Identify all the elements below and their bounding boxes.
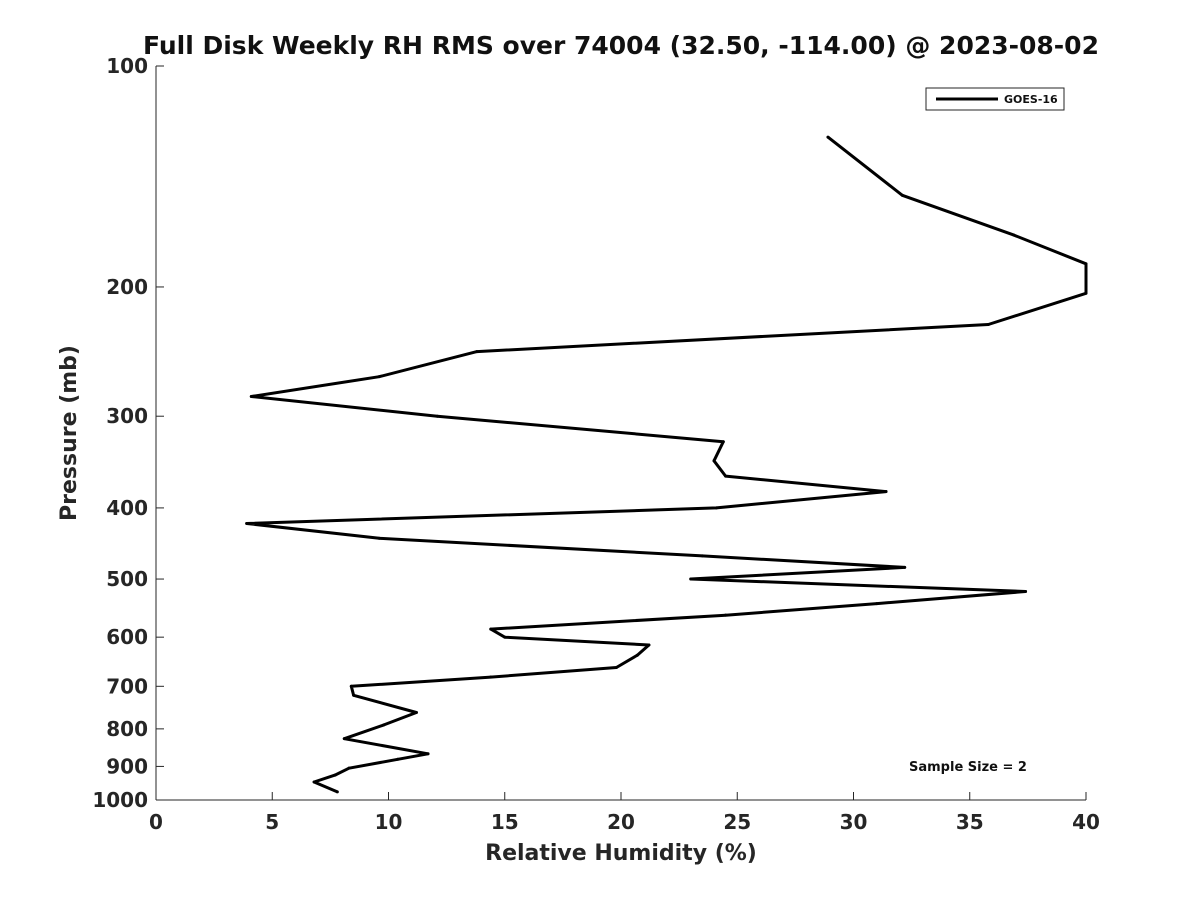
y-tick-label: 100 [106,54,148,78]
x-tick-label: 15 [491,810,519,834]
data-point [245,521,249,525]
data-point [900,193,904,197]
data-point [352,693,356,697]
data-point [475,350,479,354]
y-axis-label: Pressure (mb) [57,345,82,521]
legend: GOES-16 [925,87,1065,111]
data-point [333,773,337,777]
y-axis-ticks: 100 200 300 400 500 600 700 800 900 1000 [92,54,164,812]
x-tick-label: 5 [265,810,279,834]
data-point [884,490,888,494]
x-tick-label: 30 [840,810,868,834]
data-point [382,723,386,727]
data-point [724,474,728,478]
data-point [342,737,346,741]
data-point [700,554,704,558]
data-point [414,711,418,715]
data-point [435,414,439,418]
x-axis-label: Relative Humidity (%) [485,841,757,866]
data-point [396,757,400,761]
y-tick-label: 500 [106,567,148,591]
data-point [1012,233,1016,237]
y-tick-label: 700 [106,674,148,698]
data-point [426,752,430,756]
data-point [1024,590,1028,594]
x-tick-label: 10 [375,810,403,834]
data-point [714,506,718,510]
data-point [635,653,639,657]
data-point [986,323,990,327]
data-point [335,790,339,794]
data-point [1084,291,1088,295]
y-tick-label: 1000 [92,788,148,812]
data-point [349,684,353,688]
x-tick-label: 25 [723,810,751,834]
y-tick-label: 300 [106,404,148,428]
chart-title: Full Disk Weekly RH RMS over 74004 (32.5… [143,31,1099,60]
data-point [614,666,618,670]
data-point [312,780,316,784]
y-tick-label: 800 [106,717,148,741]
data-point [377,536,381,540]
x-axis-ticks: 0 5 10 15 20 25 30 35 40 [149,792,1100,834]
data-point [875,602,879,606]
x-tick-label: 40 [1072,810,1100,834]
series-line-goes-16 [245,135,1088,794]
legend-entry-goes-16: GOES-16 [1004,93,1058,106]
data-point [489,675,493,679]
data-point [721,440,725,444]
data-point [826,135,830,139]
data-point [903,565,907,569]
data-point [689,577,693,581]
data-point [724,613,728,617]
data-point [1084,262,1088,266]
data-point [489,627,493,631]
x-tick-label: 0 [149,810,163,834]
x-tick-label: 35 [956,810,984,834]
sample-size-annotation: Sample Size = 2 [909,760,1027,775]
data-point [503,635,507,639]
data-point [347,766,351,770]
data-point [377,375,381,379]
y-tick-label: 600 [106,625,148,649]
x-tick-label: 20 [607,810,635,834]
y-tick-label: 900 [106,754,148,778]
y-tick-label: 200 [106,275,148,299]
data-point [712,459,716,463]
series-points [245,135,1088,794]
y-tick-label: 400 [106,496,148,520]
data-point [249,394,253,398]
data-point [647,643,651,647]
